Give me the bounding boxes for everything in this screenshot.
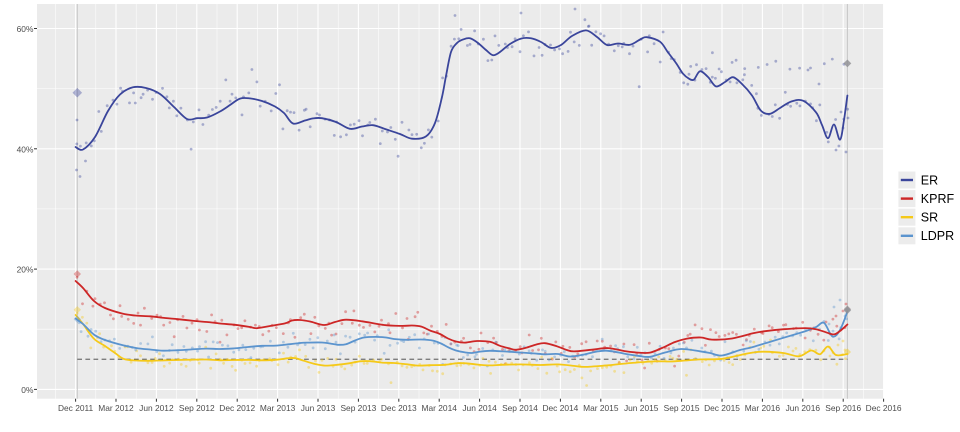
svg-text:LDPR: LDPR xyxy=(921,229,954,243)
svg-text:Jun 2016: Jun 2016 xyxy=(786,403,821,413)
svg-text:Mar 2014: Mar 2014 xyxy=(422,403,458,413)
svg-text:Mar 2013: Mar 2013 xyxy=(260,403,296,413)
svg-text:Jun 2015: Jun 2015 xyxy=(624,403,659,413)
svg-text:Sep 2013: Sep 2013 xyxy=(340,403,376,413)
svg-text:Jun 2013: Jun 2013 xyxy=(301,403,336,413)
svg-text:Mar 2012: Mar 2012 xyxy=(98,403,134,413)
svg-text:Sep 2016: Sep 2016 xyxy=(825,403,861,413)
svg-text:Dec 2012: Dec 2012 xyxy=(219,403,255,413)
svg-text:SR: SR xyxy=(921,211,938,225)
svg-text:Dec 2014: Dec 2014 xyxy=(542,403,578,413)
svg-text:60%: 60% xyxy=(17,24,34,34)
svg-text:0%: 0% xyxy=(21,385,34,395)
svg-text:40%: 40% xyxy=(17,144,34,154)
svg-text:Jun 2012: Jun 2012 xyxy=(139,403,174,413)
svg-text:Dec 2011: Dec 2011 xyxy=(58,403,94,413)
svg-text:Mar 2016: Mar 2016 xyxy=(745,403,781,413)
svg-text:Dec 2013: Dec 2013 xyxy=(381,403,417,413)
svg-text:Sep 2012: Sep 2012 xyxy=(179,403,215,413)
svg-text:Sep 2014: Sep 2014 xyxy=(502,403,538,413)
svg-text:Dec 2016: Dec 2016 xyxy=(866,403,902,413)
svg-text:Sep 2015: Sep 2015 xyxy=(664,403,700,413)
svg-text:Mar 2015: Mar 2015 xyxy=(583,403,619,413)
svg-text:Dec 2015: Dec 2015 xyxy=(704,403,740,413)
svg-text:KPRF: KPRF xyxy=(921,192,955,206)
svg-text:ER: ER xyxy=(921,173,938,187)
svg-text:20%: 20% xyxy=(17,265,34,275)
svg-text:Jun 2014: Jun 2014 xyxy=(462,403,497,413)
